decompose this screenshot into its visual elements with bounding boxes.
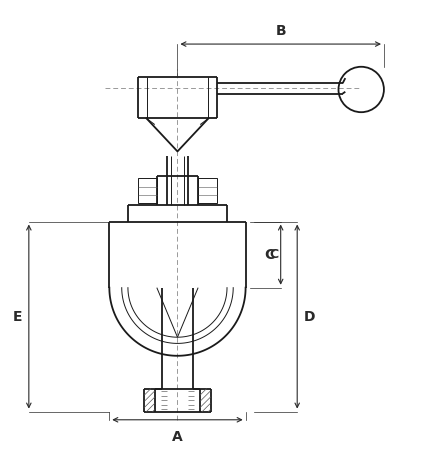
- Text: B: B: [275, 24, 286, 38]
- Text: E: E: [13, 310, 23, 324]
- Bar: [198, 178, 217, 203]
- Text: D: D: [304, 310, 315, 324]
- Text: A: A: [172, 430, 183, 444]
- Text: C: C: [264, 248, 274, 261]
- Bar: [138, 178, 157, 203]
- Text: C: C: [269, 248, 279, 261]
